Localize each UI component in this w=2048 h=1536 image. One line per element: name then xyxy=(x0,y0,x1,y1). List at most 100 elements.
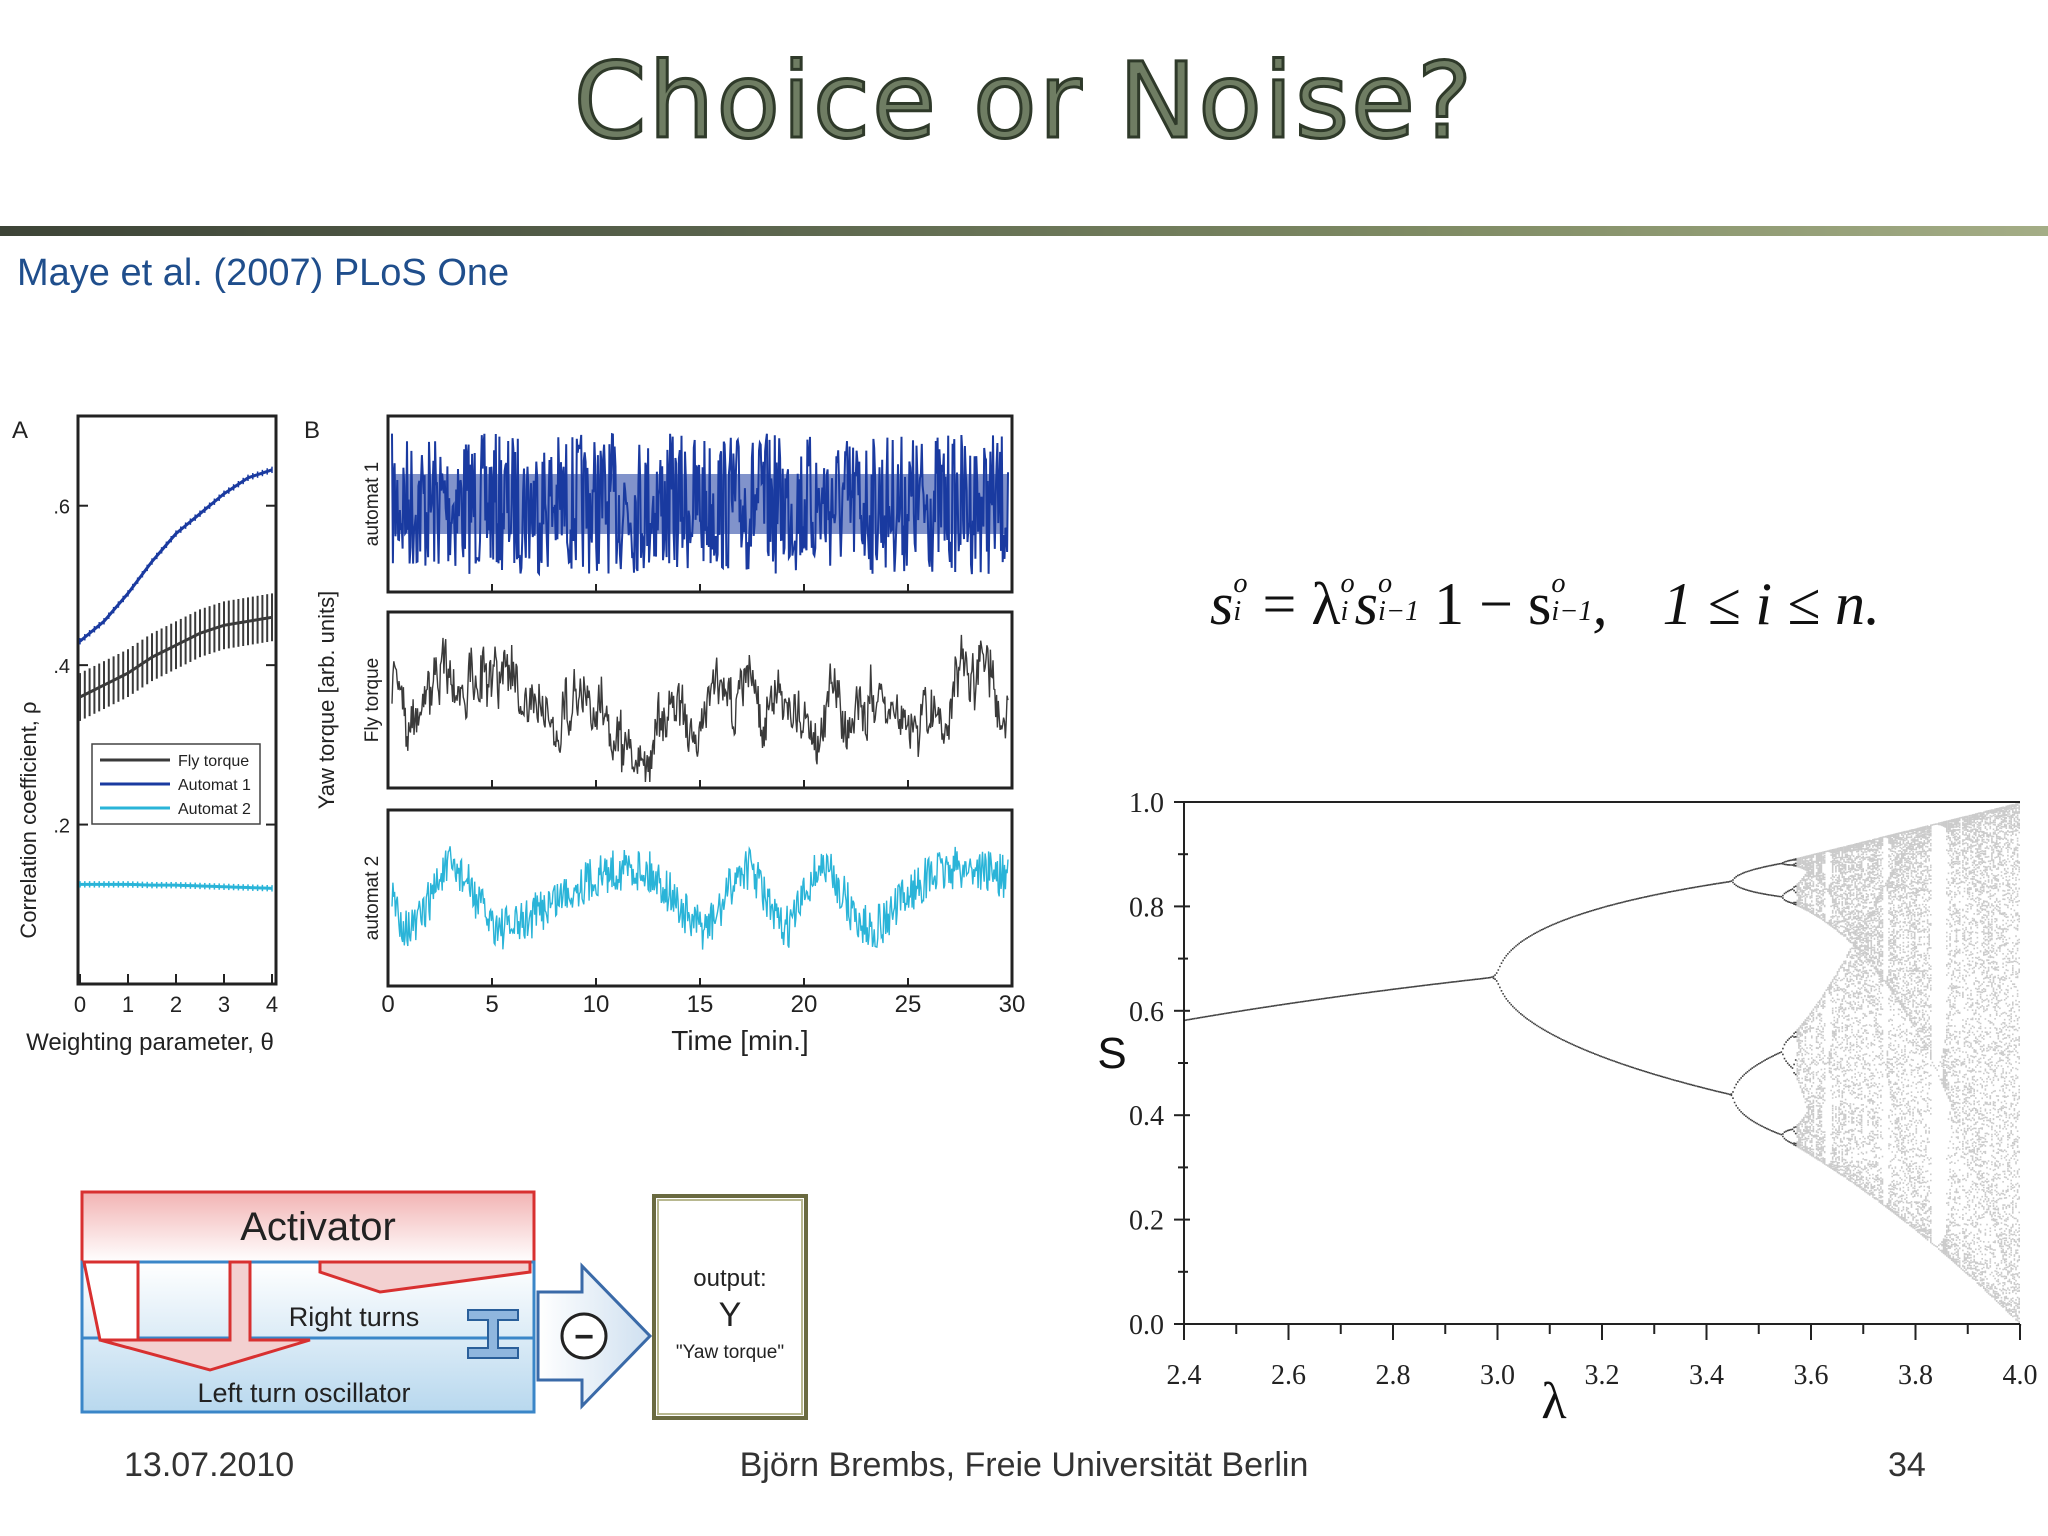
bif-point-column xyxy=(1938,822,1940,1250)
bif-point-column xyxy=(1692,886,1694,1086)
bif-point-column xyxy=(1489,976,1492,979)
bif-point-column xyxy=(1844,846,1847,1178)
bif-point-column xyxy=(1565,918,1567,1043)
activator-diagram: Activator Right turns Left turn oscillat… xyxy=(80,1190,808,1420)
panel-b-trace-label: automat 2 xyxy=(362,856,383,941)
bif-point-column xyxy=(1266,1006,1268,1008)
bif-point-column xyxy=(1503,957,1506,998)
bif-point-column xyxy=(1200,1016,1202,1019)
eq-sup: o xyxy=(1233,568,1248,599)
bif-point-column xyxy=(1467,979,1469,982)
bif-point-column xyxy=(1185,1019,1188,1021)
eq-sub: i xyxy=(1233,596,1242,628)
bif-point-column xyxy=(1775,863,1778,1134)
bif-point-column xyxy=(1478,978,1480,980)
bif-point-column xyxy=(1566,918,1569,1043)
panel-b-trace-3 xyxy=(391,846,1009,950)
bif-point-column xyxy=(1455,980,1458,983)
bif-ytick-label: 0.4 xyxy=(1129,1101,1164,1132)
bif-point-column xyxy=(1762,866,1765,1128)
bif-point-column xyxy=(1184,1019,1186,1022)
bif-point-column xyxy=(1767,865,1770,1131)
bif-point-column xyxy=(1857,842,1860,1188)
bif-point-column xyxy=(1569,916,1572,1045)
bif-point-column xyxy=(1327,997,1329,999)
bif-point-column xyxy=(1465,979,1467,982)
bif-point-column xyxy=(1782,862,1784,1138)
coupling-connector xyxy=(467,1309,519,1359)
bifurcation-chart: 0.0 0.2 0.4 0.6 0.8 1.0 2.4 2.6 2.8 3.0 3.2 3.4 3.6 3… xyxy=(1097,788,2037,1430)
bif-point-column xyxy=(1272,1005,1274,1007)
bif-point-column xyxy=(1486,977,1488,979)
bif-point-column xyxy=(1576,914,1578,1048)
bif-point-column xyxy=(1521,940,1524,1016)
bif-point-column xyxy=(1878,837,1881,1203)
bif-point-column xyxy=(1520,941,1522,1015)
eq-sub3: i−1 xyxy=(1378,596,1420,628)
bif-point-column xyxy=(1460,980,1463,982)
bif-point-column xyxy=(1344,994,1347,997)
bif-point-column xyxy=(1979,812,1982,1287)
bif-point-column xyxy=(1545,926,1548,1033)
bif-point-column xyxy=(1764,865,1766,1129)
bif-point-column xyxy=(1602,906,1604,1058)
citation: Maye et al. (2007) PLoS One xyxy=(17,252,510,294)
bif-point-column xyxy=(1756,867,1758,1125)
bif-point-column xyxy=(1528,936,1530,1021)
panel-b-xlabel: Time [min.] xyxy=(671,1025,808,1056)
bif-point-column xyxy=(1975,813,1977,1281)
bif-point-column xyxy=(1212,1014,1215,1017)
bif-point-column xyxy=(1589,910,1591,1053)
bif-point-column xyxy=(1634,898,1636,1070)
bif-point-column xyxy=(1748,870,1750,1120)
bif-point-column xyxy=(2010,804,2012,1316)
bif-point-column xyxy=(1434,983,1437,985)
bif-point-column xyxy=(1449,981,1451,984)
bif-point-column xyxy=(1925,825,1927,1240)
panel-a-ytick-label: .2 xyxy=(53,816,70,838)
bif-point-column xyxy=(1661,892,1664,1078)
bif-point-column xyxy=(1785,860,1787,1141)
bif-point-column xyxy=(1378,990,1381,992)
bif-point-column xyxy=(1401,987,1403,989)
bif-point-column xyxy=(1803,856,1805,1152)
bif-point-column xyxy=(1380,990,1382,992)
bif-point-column xyxy=(1417,985,1419,987)
bif-point-column xyxy=(1494,974,1496,980)
bif-point-column xyxy=(2008,804,2011,1315)
bif-point-column xyxy=(1997,807,2000,1304)
bif-point-column xyxy=(1560,920,1562,1040)
bif-point-column xyxy=(1487,977,1490,979)
bif-point-column xyxy=(2002,806,2004,1308)
bif-point-column xyxy=(1822,851,1824,1164)
bif-point-column xyxy=(1339,995,1342,997)
bif-point-column xyxy=(1421,984,1424,987)
bif-point-column xyxy=(1732,879,1734,1099)
bif-point-column xyxy=(1860,841,1863,1190)
bif-point-column xyxy=(1915,828,1918,1232)
bif-point-column xyxy=(1264,1006,1266,1008)
bif-point-column xyxy=(1190,1018,1192,1020)
bif-point-column xyxy=(1966,815,1969,1276)
bif-point-column xyxy=(1217,1013,1220,1016)
bif-point-column xyxy=(1280,1004,1283,1006)
bif-point-column xyxy=(1441,982,1443,985)
bif-point-column xyxy=(1930,824,1932,1244)
bif-point-column xyxy=(1690,887,1692,1086)
bif-point-column xyxy=(1376,990,1379,993)
bif-point-column xyxy=(1680,888,1683,1083)
bif-point-column xyxy=(1666,891,1668,1079)
bif-xtick-label: 2.4 xyxy=(1167,1360,1202,1391)
bif-point-column xyxy=(1820,851,1823,1163)
bif-point-column xyxy=(1819,852,1821,1162)
bif-point-column xyxy=(1754,868,1757,1124)
bif-point-column xyxy=(1553,923,1556,1037)
bif-point-column xyxy=(1870,840,1873,1195)
bif-point-column xyxy=(1233,1011,1236,1013)
bif-point-column xyxy=(1659,892,1662,1077)
bif-point-column xyxy=(1298,1001,1300,1003)
bif-point-column xyxy=(1319,998,1321,1000)
bif-point-column xyxy=(1885,835,1887,1208)
bif-point-column xyxy=(1624,900,1627,1066)
